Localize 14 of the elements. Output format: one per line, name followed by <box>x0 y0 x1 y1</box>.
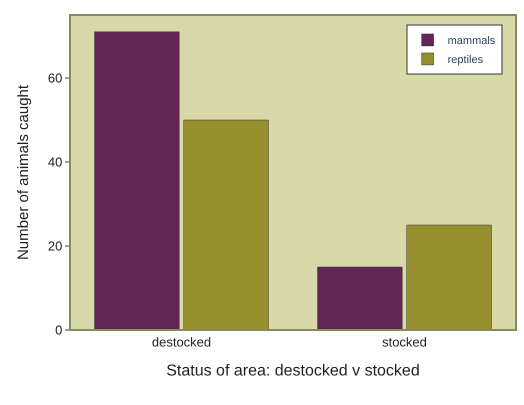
y-tick-label: 60 <box>48 70 62 86</box>
bar <box>94 32 180 330</box>
y-tick-label: 0 <box>55 322 62 338</box>
bar <box>406 224 492 330</box>
y-tick-label: 20 <box>48 238 62 254</box>
bar <box>317 266 403 330</box>
legend-label: mammals <box>448 35 496 48</box>
legend-label: reptiles <box>448 54 484 66</box>
x-tick-label: destocked <box>152 334 212 350</box>
x-tick-label: stocked <box>382 334 427 350</box>
x-axis-title: Status of area: destocked v stocked <box>166 362 420 380</box>
y-tick-label: 40 <box>48 154 62 170</box>
bar <box>183 120 269 330</box>
y-axis-title: Number of animals caught <box>15 84 32 260</box>
